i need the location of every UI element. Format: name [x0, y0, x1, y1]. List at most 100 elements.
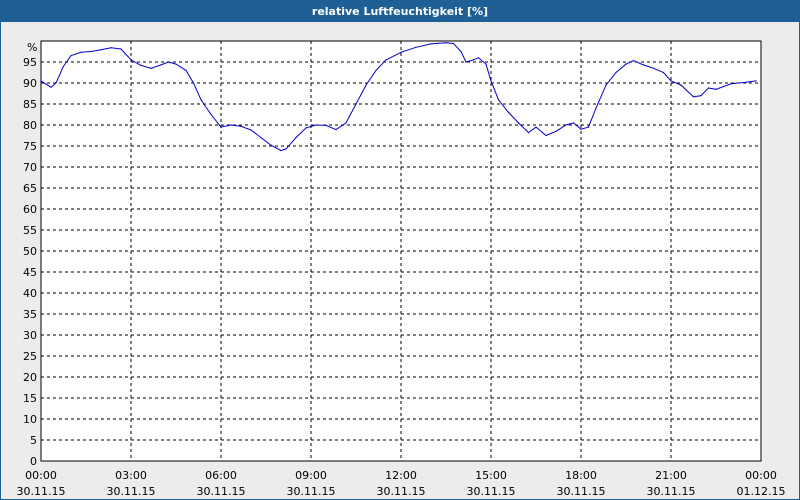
grid-lines [41, 41, 761, 461]
x-tick-time: 21:00 [655, 469, 687, 482]
humidity-data-point [460, 50, 462, 53]
y-tick-label: 75 [23, 140, 37, 153]
humidity-data-point [415, 46, 417, 48]
humidity-data-point [305, 127, 307, 129]
humidity-data-point [355, 103, 357, 105]
humidity-data-point [70, 55, 72, 57]
humidity-data-point [662, 71, 665, 74]
humidity-data-point [452, 42, 455, 45]
humidity-data-point [167, 61, 170, 63]
humidity-data-point [385, 59, 387, 61]
humidity-data-point [62, 65, 65, 67]
humidity-data-point [652, 67, 655, 69]
humidity-data-point [745, 81, 747, 83]
x-tick-date: 30.11.15 [647, 485, 696, 498]
x-tick-date: 30.11.15 [287, 485, 336, 498]
humidity-data-point [595, 107, 597, 109]
y-tick-label: 90 [23, 77, 37, 90]
humidity-data-point [625, 63, 627, 65]
x-tick-date: 30.11.15 [557, 485, 606, 498]
y-tick-label: 85 [23, 98, 37, 111]
humidity-data-point [715, 88, 717, 90]
humidity-data-point [220, 126, 222, 128]
x-tick-time: 18:00 [565, 469, 597, 482]
humidity-data-point [615, 71, 617, 74]
humidity-data-point [545, 134, 547, 137]
x-tick-time: 00:00 [745, 469, 777, 482]
humidity-data-point [707, 87, 710, 89]
humidity-data-point [270, 144, 272, 146]
humidity-data-point [507, 111, 510, 113]
humidity-data-point [400, 51, 402, 53]
x-tick-time: 06:00 [205, 469, 237, 482]
x-tick-time: 03:00 [115, 469, 147, 482]
y-tick-label: 65 [23, 182, 37, 195]
humidity-data-point [472, 59, 475, 61]
chart-title: relative Luftfeuchtigkeit [%] [1, 1, 799, 22]
x-tick-date: 30.11.15 [197, 485, 246, 498]
humidity-data-point [555, 130, 557, 132]
humidity-data-point [572, 122, 575, 124]
humidity-data-point [140, 64, 142, 66]
humidity-data-point [335, 129, 337, 131]
x-axis-ticks: 00:00 30.11.15 03:00 30.11.15 06:00 30.11.15 0… [17, 469, 786, 498]
humidity-data-point [80, 51, 82, 53]
humidity-data-point [490, 80, 492, 82]
humidity-data-point [700, 95, 702, 97]
humidity-data-point [150, 67, 152, 69]
humidity-data-point [230, 124, 232, 126]
humidity-data-point [210, 113, 212, 116]
humidity-data-point [680, 84, 682, 86]
humidity-data-point [670, 80, 672, 82]
humidity-data-point [430, 43, 432, 45]
humidity-data-point [535, 126, 537, 128]
humidity-data-point [465, 61, 467, 63]
x-tick-time: 00:00 [25, 469, 57, 482]
humidity-data-point [260, 137, 262, 139]
humidity-data-point [192, 82, 195, 84]
y-tick-label: 5 [30, 434, 37, 447]
y-tick-label: 10 [23, 413, 37, 426]
x-tick-date: 30.11.15 [377, 485, 426, 498]
humidity-data-point [605, 84, 607, 86]
humidity-data-point [200, 99, 202, 101]
humidity-data-point [325, 124, 327, 126]
y-tick-label: 80 [23, 119, 37, 132]
humidity-data-point [120, 48, 122, 50]
humidity-data-point [580, 128, 582, 130]
x-tick-date: 30.11.15 [107, 485, 156, 498]
y-axis-ticks: 0 5 10 15 20 25 30 35 40 45 50 55 60 65 70 75 80 85 90 95 [23, 56, 37, 468]
humidity-data-point [345, 122, 347, 124]
x-tick-date: 30.11.15 [17, 485, 66, 498]
humidity-data-point [642, 64, 645, 66]
humidity-data-point [50, 86, 52, 88]
humidity-data-point [527, 132, 530, 134]
y-tick-label: 50 [23, 245, 37, 258]
y-tick-label: 45 [23, 266, 37, 279]
x-tick-date: 30.11.15 [467, 485, 516, 498]
humidity-data-point [40, 80, 42, 82]
y-tick-label: 40 [23, 287, 37, 300]
humidity-data-point [565, 124, 567, 126]
humidity-data-point [130, 59, 132, 61]
humidity-data-point [730, 83, 732, 85]
humidity-data-point [175, 63, 177, 65]
y-tick-label: 95 [23, 56, 37, 69]
humidity-data-point [587, 126, 590, 128]
x-tick-time: 09:00 [295, 469, 327, 482]
humidity-data-point [285, 148, 287, 150]
humidity-data-point [517, 122, 520, 124]
y-tick-label: 35 [23, 308, 37, 321]
humidity-data-point [477, 57, 480, 59]
humidity-data-point [632, 60, 635, 62]
y-tick-label: 70 [23, 161, 37, 174]
humidity-data-point [240, 125, 242, 127]
humidity-data-point [185, 69, 187, 71]
x-tick-time: 12:00 [385, 469, 417, 482]
humidity-data-point [485, 63, 487, 65]
humidity-data-point [55, 82, 57, 84]
y-tick-label: 30 [23, 329, 37, 342]
humidity-data-point [445, 42, 447, 44]
